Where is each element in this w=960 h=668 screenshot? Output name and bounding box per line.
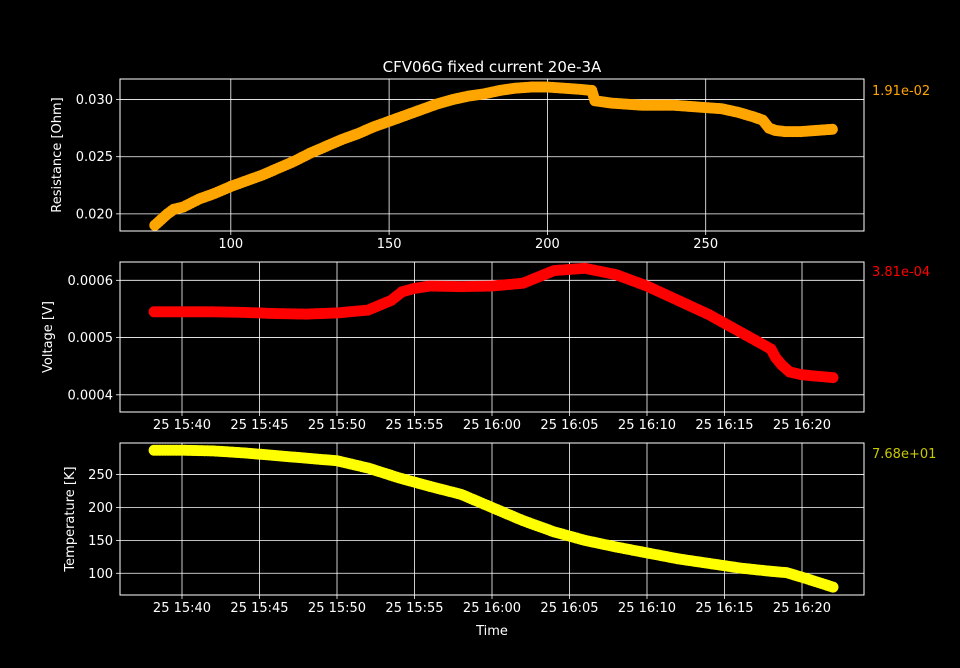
chart-title: CFV06G fixed current 20e-3A — [383, 58, 602, 76]
x-tick-label: 200 — [535, 237, 560, 252]
x-tick-label: 25 15:45 — [230, 601, 288, 616]
series-resistance — [149, 81, 838, 231]
x-tick-label: 25 16:00 — [463, 418, 521, 433]
x-ticks-voltage: 25 15:40 25 15:45 25 15:50 25 15:55 25 16:00… — [153, 412, 831, 433]
side-label-voltage: 3.81e-04 — [872, 265, 930, 280]
x-ticks-temperature: 25 15:40 25 15:45 25 15:50 25 15:55 25 16:00… — [153, 595, 831, 616]
x-tick-label: 25 16:15 — [695, 418, 753, 433]
y-axis-label-temperature: Temperature [K] — [63, 466, 78, 572]
subplot-resistance: CFV06G fixed current 20e-3A 100 150 200 250… — [50, 58, 930, 252]
y-tick-label: 0.030 — [76, 93, 113, 108]
grid-resistance — [120, 79, 864, 231]
x-tick-label: 25 15:55 — [385, 418, 443, 433]
y-tick-label: 150 — [88, 534, 113, 549]
y-ticks-voltage: 0.0004 0.0005 0.0006 — [68, 274, 120, 403]
series-temperature — [148, 444, 839, 593]
side-label-resistance: 1.91e-02 — [872, 84, 930, 99]
side-label-temperature: 7.68e+01 — [872, 447, 936, 462]
x-tick-label: 25 15:40 — [153, 418, 211, 433]
x-tick-label: 25 15:55 — [385, 601, 443, 616]
x-tick-label: 25 16:05 — [540, 418, 598, 433]
data-point — [827, 581, 839, 593]
series-voltage — [148, 262, 839, 384]
x-tick-label: 25 16:10 — [618, 418, 676, 433]
x-ticks-resistance: 100 150 200 250 — [218, 231, 718, 252]
y-tick-label: 250 — [88, 468, 113, 483]
y-axis-label-resistance: Resistance [Ohm] — [50, 97, 65, 212]
x-tick-label: 25 15:50 — [308, 601, 366, 616]
x-tick-label: 25 15:45 — [230, 418, 288, 433]
x-tick-label: 250 — [693, 237, 718, 252]
y-tick-label: 0.025 — [76, 150, 113, 165]
x-tick-label: 25 15:40 — [153, 601, 211, 616]
x-tick-label: 150 — [377, 237, 402, 252]
axes-frame-resistance — [119, 78, 865, 232]
y-tick-label: 0.0004 — [68, 388, 114, 403]
y-tick-label: 0.0006 — [68, 274, 114, 289]
x-tick-label: 25 16:20 — [773, 418, 831, 433]
data-point — [827, 372, 839, 384]
x-tick-label: 100 — [218, 237, 243, 252]
y-tick-label: 200 — [88, 501, 113, 516]
subplot-voltage: 25 15:40 25 15:45 25 15:50 25 15:55 25 16:00… — [41, 261, 930, 433]
x-tick-label: 25 16:05 — [540, 601, 598, 616]
y-tick-label: 0.0005 — [68, 331, 114, 346]
y-ticks-temperature: 100 150 200 250 — [88, 468, 120, 582]
x-tick-label: 25 16:00 — [463, 601, 521, 616]
x-tick-label: 25 15:50 — [308, 418, 366, 433]
y-tick-label: 0.020 — [76, 207, 113, 222]
y-axis-label-voltage: Voltage [V] — [41, 301, 56, 373]
x-tick-label: 25 16:20 — [773, 601, 831, 616]
subplot-temperature: 25 15:40 25 15:45 25 15:50 25 15:55 25 16:00… — [63, 442, 936, 639]
x-axis-label-time: Time — [475, 624, 508, 639]
y-ticks-resistance: 0.020 0.025 0.030 — [76, 93, 120, 222]
y-tick-label: 100 — [88, 567, 113, 582]
data-point — [826, 123, 838, 135]
x-tick-label: 25 16:15 — [695, 601, 753, 616]
x-tick-label: 25 16:10 — [618, 601, 676, 616]
